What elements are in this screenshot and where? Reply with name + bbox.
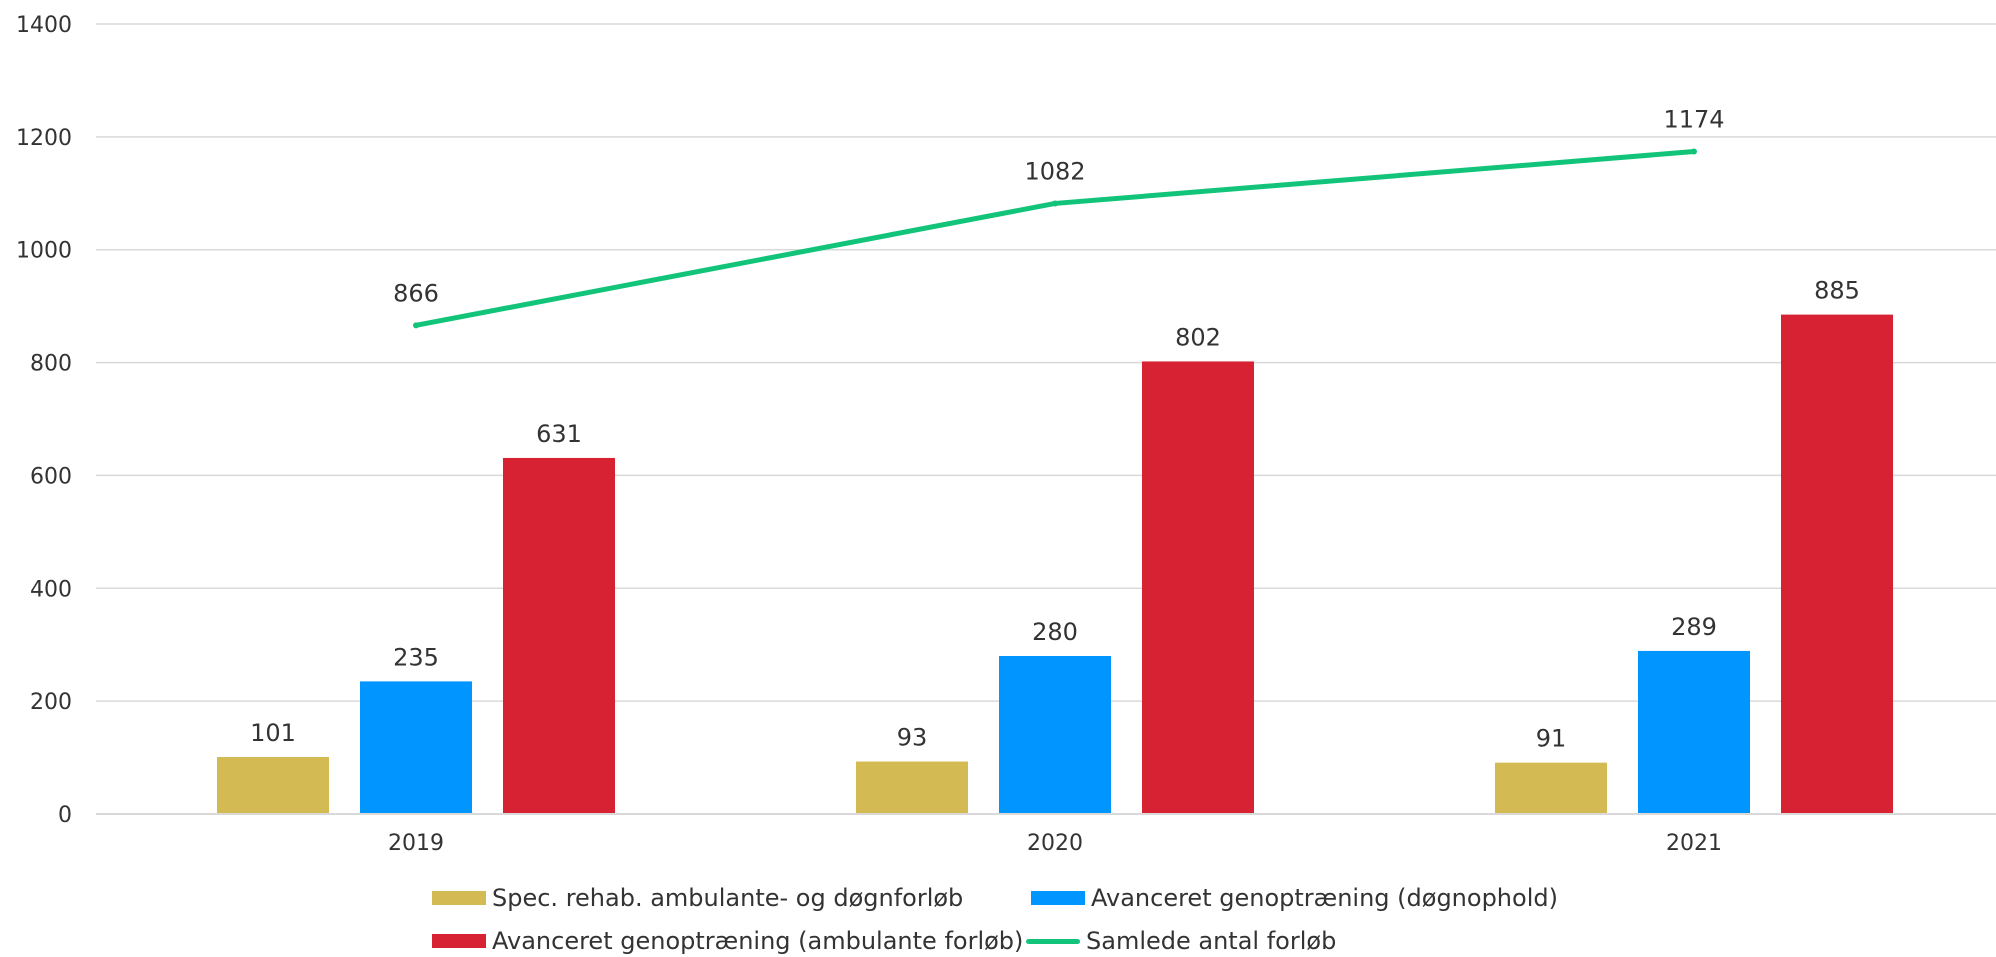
x-tick-label-2019: 2019 (388, 831, 444, 856)
data-label-spec-rehab-2020: 93 (897, 724, 928, 752)
data-label-ambulante-2019: 631 (536, 420, 582, 448)
x-tick-label-2021: 2021 (1666, 831, 1722, 856)
data-label-samlede-2021: 1174 (1663, 106, 1724, 134)
y-tick-label-200: 200 (30, 690, 72, 715)
data-labels: 101 93 91 235 280 289 631 802 885 866 1082 1174 (250, 106, 1860, 753)
bars (217, 314, 1893, 814)
y-tick-label-600: 600 (30, 464, 72, 489)
line-point-samlede-2021 (1691, 148, 1697, 155)
x-tick-label-2020: 2020 (1027, 831, 1083, 856)
y-tick-label-1000: 1000 (16, 239, 72, 264)
y-tick-label-1200: 1200 (16, 126, 72, 151)
data-label-samlede-2020: 1082 (1024, 157, 1085, 185)
y-axis-tick-labels: 0 200 400 600 800 1000 1200 1400 (16, 13, 72, 828)
data-label-doegnophold-2020: 280 (1032, 618, 1078, 646)
bar-spec-rehab-2019 (217, 757, 329, 814)
bar-ambulante-2019 (503, 457, 615, 814)
bar-doegnophold-2021 (1638, 650, 1750, 814)
y-tick-label-800: 800 (30, 352, 72, 377)
bar-ambulante-2021 (1781, 314, 1893, 814)
bar-ambulante-2020 (1142, 361, 1254, 814)
line-point-samlede-2020 (1052, 200, 1058, 207)
bar-spec-rehab-2020 (856, 761, 968, 814)
data-label-samlede-2019: 866 (393, 279, 439, 307)
y-tick-label-1400: 1400 (16, 13, 72, 38)
bar-doegnophold-2019 (360, 681, 472, 814)
data-label-doegnophold-2019: 235 (393, 643, 439, 671)
line-point-samlede-2019 (413, 322, 419, 329)
data-label-spec-rehab-2019: 101 (250, 719, 296, 747)
x-axis-tick-labels: 2019 2020 2021 (96, 813, 1996, 856)
data-label-doegnophold-2021: 289 (1671, 613, 1717, 641)
y-tick-label-400: 400 (30, 577, 72, 602)
y-tick-label-0: 0 (58, 803, 72, 828)
data-label-ambulante-2020: 802 (1175, 323, 1221, 351)
bar-doegnophold-2020 (999, 656, 1111, 814)
data-label-spec-rehab-2021: 91 (1536, 725, 1567, 753)
total-line (413, 148, 1697, 329)
data-label-ambulante-2021: 885 (1814, 277, 1860, 305)
bar-spec-rehab-2021 (1495, 762, 1607, 814)
